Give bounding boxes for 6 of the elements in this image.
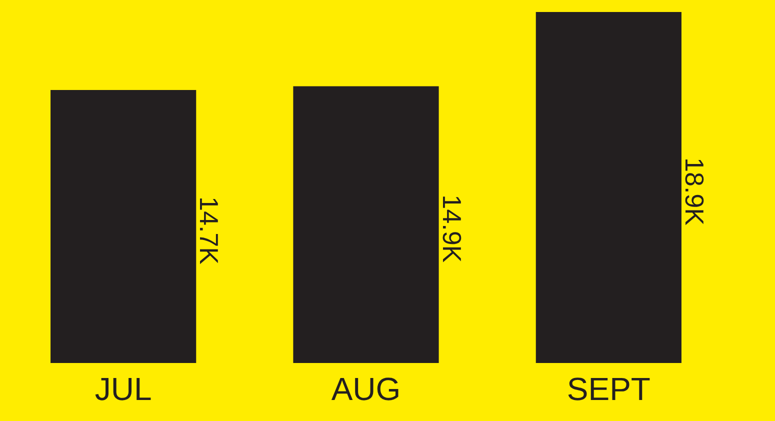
data-label: 14.7K xyxy=(194,196,224,266)
x-tick-label: AUG xyxy=(331,371,401,407)
data-label: 14.9K xyxy=(436,194,467,264)
data-label: 18.9K xyxy=(679,158,710,226)
x-tick-label: SEPT xyxy=(566,371,650,407)
x-tick-label: JUL xyxy=(94,371,152,407)
